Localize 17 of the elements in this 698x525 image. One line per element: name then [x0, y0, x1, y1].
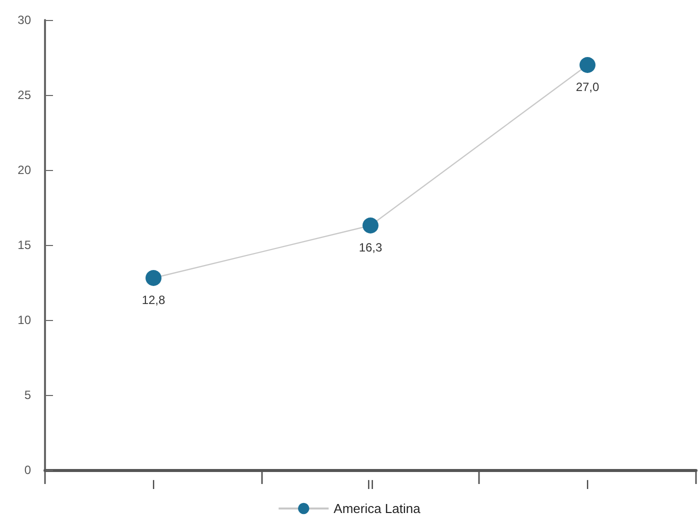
y-tick-label: 25: [18, 88, 32, 102]
y-tick-label: 15: [18, 238, 32, 252]
point: [362, 218, 378, 234]
x-tick-label: II: [366, 477, 374, 492]
data-label: 27,0: [576, 80, 600, 94]
x-tick-label: I: [152, 477, 156, 492]
x-tick-label: I: [586, 477, 590, 492]
legend-label: America Latina: [334, 501, 422, 516]
y-tick-label: 0: [24, 463, 32, 477]
data-label: 12,8: [142, 293, 166, 307]
y-tick-label: 5: [24, 388, 32, 402]
y-tick-label: 30: [18, 13, 32, 27]
y-tick-label: 20: [18, 163, 32, 177]
y-tick-label: 10: [18, 313, 32, 327]
data-label: 16,3: [358, 240, 382, 254]
point: [146, 270, 162, 286]
point: [580, 57, 596, 73]
